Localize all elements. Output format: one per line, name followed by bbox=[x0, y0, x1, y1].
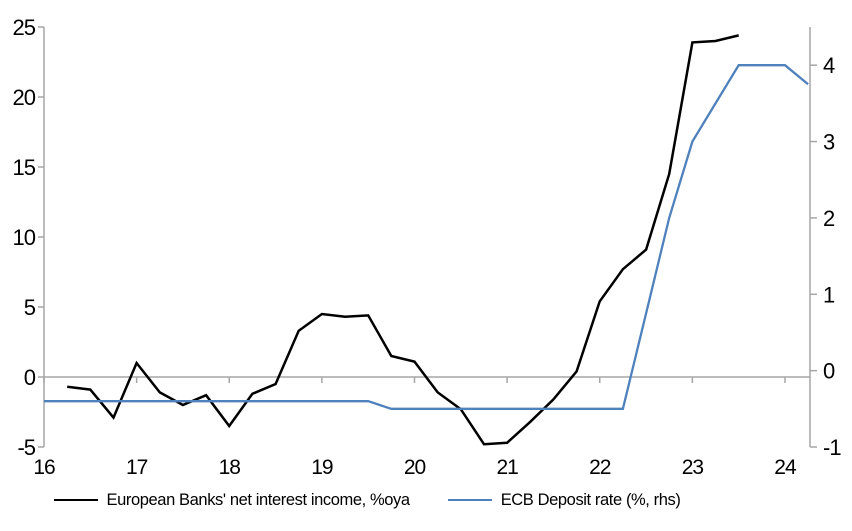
right-axis-tick-label: -1 bbox=[823, 435, 841, 460]
x-axis-tick-label: 23 bbox=[682, 456, 704, 479]
x-axis-tick-label: 24 bbox=[774, 456, 797, 479]
left-axis-tick-label: -5 bbox=[17, 435, 35, 460]
left-axis-tick-label: 0 bbox=[24, 365, 36, 390]
x-axis-tick-label: 21 bbox=[496, 456, 518, 479]
x-axis-tick-label: 20 bbox=[404, 456, 426, 479]
nii-legend-label: European Banks' net interest income, %oy… bbox=[106, 491, 411, 509]
right-axis-tick-label: 2 bbox=[823, 206, 835, 231]
x-axis-tick-label: 18 bbox=[219, 456, 241, 479]
x-axis-tick-label: 19 bbox=[311, 456, 333, 479]
left-axis-tick-label: 25 bbox=[13, 15, 36, 40]
left-axis-tick-label: 15 bbox=[13, 155, 36, 180]
nii-line-swatch bbox=[53, 499, 98, 501]
legend-item-nii: European Banks' net interest income, %oy… bbox=[53, 489, 411, 511]
left-axis-tick-label: 20 bbox=[13, 85, 36, 110]
nii-series-line bbox=[67, 34, 739, 446]
left-axis-tick-label: 10 bbox=[13, 225, 36, 250]
ecb-series-line bbox=[44, 64, 809, 410]
legend-item-ecb: ECB Deposit rate (%, rhs) bbox=[447, 489, 681, 511]
chart-legend: European Banks' net interest income, %oy… bbox=[0, 489, 852, 511]
right-axis-tick-label: 3 bbox=[823, 130, 835, 155]
right-axis-tick-label: 0 bbox=[823, 359, 835, 384]
ecb-line-swatch bbox=[447, 499, 492, 501]
right-axis-tick-label: 1 bbox=[823, 282, 835, 307]
ecb-legend-label: ECB Deposit rate (%, rhs) bbox=[500, 491, 681, 509]
right-axis-tick-label: 4 bbox=[823, 53, 835, 78]
x-axis-tick-label: 16 bbox=[33, 456, 55, 479]
x-axis-tick-label: 22 bbox=[589, 456, 611, 479]
x-axis-tick-label: 17 bbox=[126, 456, 148, 479]
left-axis-tick-label: 5 bbox=[24, 295, 36, 320]
